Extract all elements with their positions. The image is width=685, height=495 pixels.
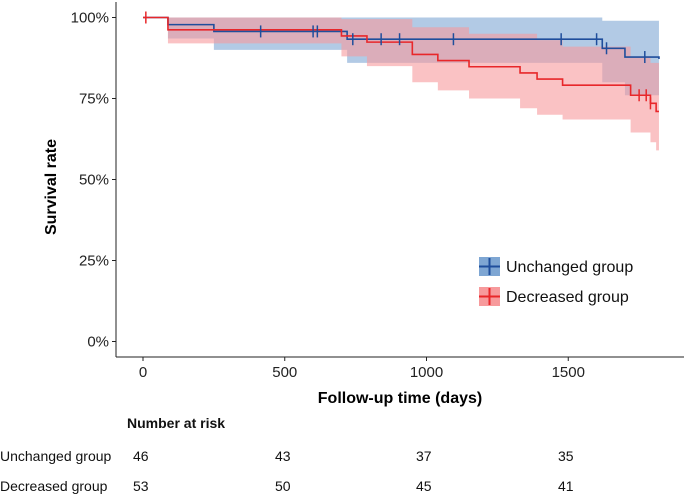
risk-label: Decreased group — [0, 478, 108, 494]
y-tick-label: 100% — [71, 10, 109, 27]
y-tick-label: 25% — [79, 253, 109, 270]
y-tick-label: 0% — [87, 334, 109, 351]
x-tick-label: 0 — [139, 364, 147, 381]
risk-value: 46 — [133, 448, 149, 464]
risk-label: Unchanged group — [0, 448, 112, 464]
y-axis-title: Survival rate — [43, 139, 60, 235]
risk-value: 45 — [416, 478, 432, 494]
risk-value: 50 — [275, 478, 291, 494]
risk-value: 35 — [558, 448, 574, 464]
x-tick-label: 500 — [272, 364, 297, 381]
risk-value: 53 — [133, 478, 149, 494]
x-tick-label: 1500 — [552, 364, 585, 381]
legend: Unchanged group Decreased group — [479, 257, 633, 306]
risk-value: 43 — [275, 448, 291, 464]
risk-value: 37 — [416, 448, 432, 464]
y-tick-label: 50% — [79, 172, 109, 189]
x-axis-title: Follow-up time (days) — [318, 390, 482, 407]
risk-table-title: Number at risk — [127, 415, 226, 431]
confidence-bands — [143, 17, 659, 151]
axes: 0% 25% 50% 75% 100% 0 500 1000 1500 — [71, 2, 684, 381]
censor-marks — [145, 11, 652, 110]
legend-label-decreased: Decreased group — [506, 289, 629, 306]
survival-line-decreased — [143, 16, 659, 113]
survival-curves — [143, 16, 660, 113]
kaplan-meier-chart: 0% 25% 50% 75% 100% 0 500 1000 1500 Survival rat… — [43, 2, 684, 407]
risk-value: 41 — [558, 478, 574, 494]
ci-band-decreased — [143, 17, 659, 151]
x-tick-label: 1000 — [410, 364, 443, 381]
legend-label-unchanged: Unchanged group — [506, 259, 633, 276]
y-tick-label: 75% — [79, 91, 109, 108]
